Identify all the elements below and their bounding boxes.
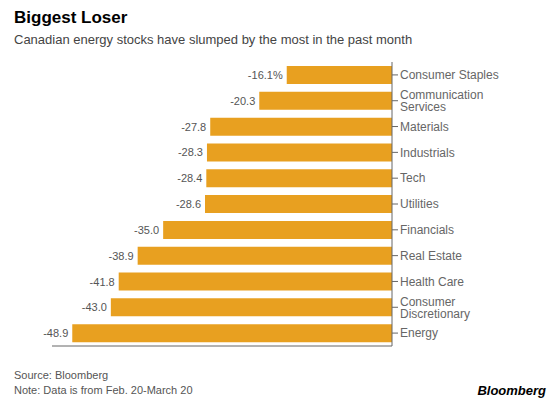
svg-text:-27.8: -27.8: [181, 121, 206, 133]
svg-text:-28.3: -28.3: [178, 146, 203, 158]
svg-text:-35.0: -35.0: [134, 224, 159, 236]
svg-text:Industrials: Industrials: [400, 146, 455, 160]
svg-text:Tech: Tech: [400, 171, 425, 185]
svg-text:-48.9: -48.9: [43, 327, 68, 339]
html-text:Source: Bloomberg: Source: Bloomberg: [14, 369, 109, 381]
svg-text:Energy: Energy: [400, 326, 438, 340]
html-text:Bloomberg: Bloomberg: [477, 383, 546, 398]
svg-text:-28.6: -28.6: [176, 198, 201, 210]
svg-text:ConsumerDiscretionary: ConsumerDiscretionary: [400, 295, 470, 321]
svg-text:Utilities: Utilities: [400, 197, 439, 211]
svg-text:-38.9: -38.9: [109, 250, 134, 262]
svg-text:-20.3: -20.3: [230, 95, 255, 107]
svg-text:-41.8: -41.8: [90, 276, 115, 288]
svg-text:Consumer Staples: Consumer Staples: [400, 68, 499, 82]
svg-text:Financials: Financials: [400, 223, 454, 237]
html-text:Biggest Loser: Biggest Loser: [14, 8, 128, 27]
svg-text:CommunicationServices: CommunicationServices: [400, 88, 483, 114]
svg-text:Health Care: Health Care: [400, 275, 464, 289]
html-text:Canadian energy stocks have sl: Canadian energy stocks have slumped by t…: [14, 32, 413, 47]
svg-text:Materials: Materials: [400, 120, 449, 134]
svg-text:-16.1%: -16.1%: [248, 69, 283, 81]
svg-text:Real Estate: Real Estate: [400, 249, 462, 263]
svg-text:-43.0: -43.0: [82, 301, 107, 313]
svg-text:-28.4: -28.4: [177, 172, 202, 184]
html-text:Note: Data is from Feb. 20-Mar: Note: Data is from Feb. 20-March 20: [14, 384, 193, 396]
